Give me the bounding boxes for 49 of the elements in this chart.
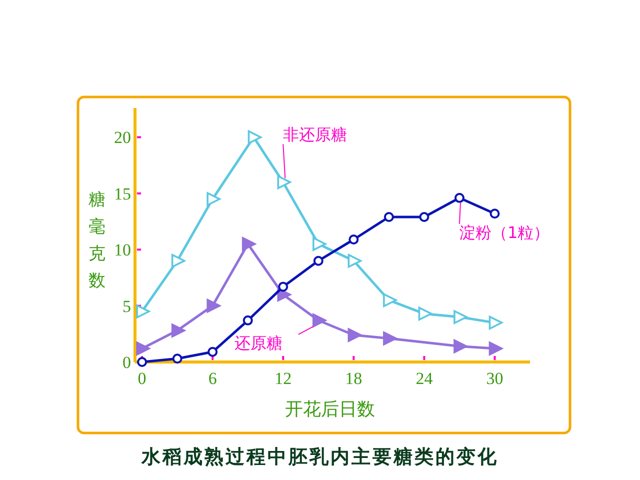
point	[348, 254, 362, 268]
point	[454, 310, 468, 324]
point	[242, 237, 256, 251]
text: 水稻成熟过程中胚乳内主要糖类的变化	[140, 446, 498, 468]
point	[171, 254, 186, 268]
point	[454, 339, 468, 354]
point	[313, 256, 324, 266]
x-tick-label: 0	[138, 369, 146, 388]
point	[418, 306, 432, 321]
point	[384, 212, 394, 222]
x-tick-label: 18	[345, 369, 362, 388]
point	[490, 208, 500, 219]
point	[488, 316, 503, 330]
point	[208, 346, 218, 357]
y-tick-label: 20	[114, 128, 131, 148]
point	[172, 354, 182, 364]
point	[312, 314, 326, 328]
point	[248, 130, 262, 144]
point	[242, 315, 253, 326]
point	[419, 212, 430, 222]
x-tick-label: 30	[486, 369, 504, 388]
point	[454, 192, 464, 203]
point	[348, 234, 359, 244]
y-tick-label: 10	[114, 240, 131, 260]
plot: 0 6 12 18 24 30 0 5 10 15 20 非还原糖 还原糖 淀粉（1粒）	[114, 108, 550, 388]
point	[277, 175, 292, 190]
point	[312, 237, 326, 251]
point	[137, 357, 148, 367]
point	[206, 192, 220, 206]
x-tick-label: 24	[416, 369, 434, 388]
series-label: 非还原糖	[283, 125, 348, 144]
x-tick-label: 6	[208, 369, 217, 388]
x-tick-label: 12	[274, 369, 292, 388]
point	[488, 342, 503, 356]
y-tick-label: 0	[122, 353, 131, 372]
point	[136, 304, 150, 318]
point	[171, 324, 186, 338]
point	[383, 332, 397, 346]
point	[136, 342, 150, 356]
point	[206, 298, 220, 313]
y-axis-title: 糖毫克数	[88, 190, 106, 291]
y-tick-label: 5	[122, 296, 131, 316]
y-tick-label: 15	[114, 184, 131, 204]
point	[383, 293, 397, 308]
series-label: 淀粉（1粒）	[459, 222, 550, 242]
point	[278, 282, 288, 292]
point	[348, 328, 362, 342]
series-label: 还原糖	[234, 333, 282, 352]
x-axis-title: 开花后日数	[285, 399, 375, 420]
